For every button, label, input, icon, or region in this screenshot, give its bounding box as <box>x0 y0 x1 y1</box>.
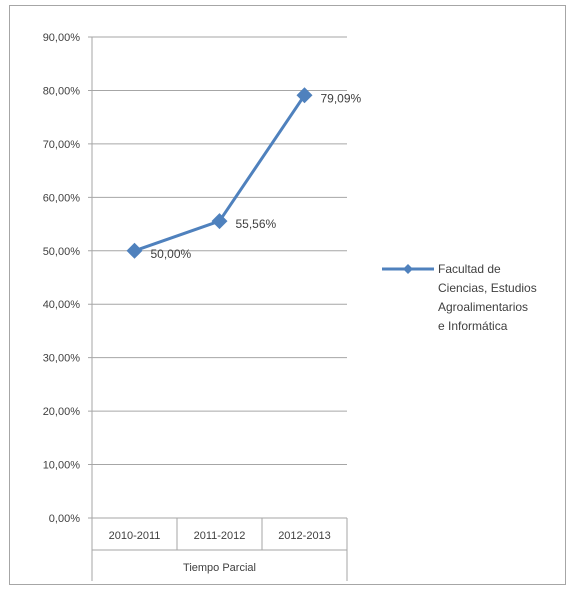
data-point-0 <box>126 242 143 259</box>
line-chart: 0,00% 10,00% 20,00% 30,00% 40,00% 50,00% 60,00… <box>43 32 537 581</box>
x-tick-label-1: 2011-2012 <box>194 530 246 542</box>
y-tick-label-6: 60,00% <box>43 192 81 204</box>
y-tick-label-3: 30,00% <box>43 353 81 365</box>
x-tick-label-2: 2012-2013 <box>278 530 331 542</box>
data-point-1 <box>211 213 228 230</box>
y-tick-label-8: 80,00% <box>43 85 81 97</box>
y-tick-label-9: 90,00% <box>43 32 81 44</box>
y-tick-label-2: 20,00% <box>43 406 81 418</box>
x-axis-title: Tiempo Parcial <box>183 562 256 574</box>
y-tick-label-0: 0,00% <box>49 513 80 525</box>
data-point-2 <box>296 87 313 104</box>
legend-label-line-1: Ciencias, Estudios <box>438 281 537 295</box>
x-tick-label-0: 2010-2011 <box>109 530 161 542</box>
y-tick-label-5: 50,00% <box>43 246 81 258</box>
chart-frame: 0,00% 10,00% 20,00% 30,00% 40,00% 50,00% 60,00… <box>9 5 566 585</box>
legend-label-line-3: e Informática <box>438 319 508 333</box>
data-label-1: 55,56% <box>236 217 277 231</box>
data-label-0: 50,00% <box>151 247 192 261</box>
y-tick-label-7: 70,00% <box>43 139 81 151</box>
legend-label-line-0: Facultad de <box>438 262 501 276</box>
legend-label-line-2: Agroalimentarios <box>438 300 528 314</box>
y-tick-label-1: 10,00% <box>43 460 81 472</box>
legend-marker <box>403 264 413 274</box>
y-tick-label-4: 40,00% <box>43 299 81 311</box>
data-label-2: 79,09% <box>321 91 362 105</box>
